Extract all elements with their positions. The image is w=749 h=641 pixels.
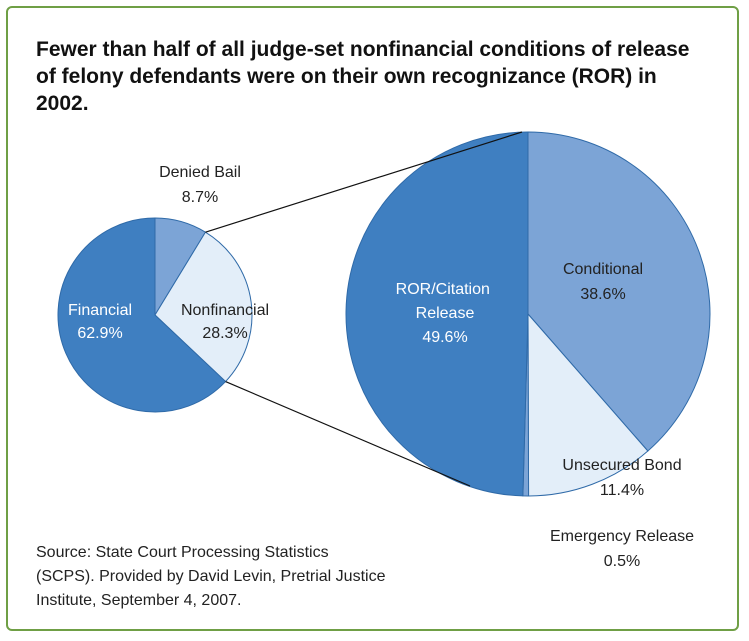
pie-slice	[57, 217, 227, 413]
slice-label: Emergency Release	[550, 528, 694, 545]
slice-label: Denied Bail	[159, 164, 241, 181]
frame	[6, 6, 739, 631]
slice-value-label: 8.7%	[182, 189, 218, 206]
pie-slice	[345, 131, 529, 497]
slice-value-label: 38.6%	[580, 286, 625, 303]
slice-value-label: 0.5%	[604, 553, 640, 570]
pie-slice	[527, 312, 649, 497]
pie-slice	[527, 131, 711, 452]
slice-value-label: 49.6%	[422, 329, 467, 346]
slice-value-label: 62.9%	[77, 325, 122, 342]
connector-line	[225, 381, 471, 487]
slice-label: Nonfinancial	[181, 302, 269, 319]
source-note: Source: State Court Processing Statistic…	[36, 544, 386, 609]
connector-line	[205, 131, 523, 233]
slice-value-label: 28.3%	[202, 325, 247, 342]
slice-value-label: 11.4%	[600, 482, 644, 499]
slice-label: Unsecured Bond	[562, 457, 681, 474]
pie-slice	[154, 231, 253, 383]
slice-label: ROR/Citation Release	[396, 281, 495, 322]
slice-label: Conditional	[563, 261, 643, 278]
chart-title: Fewer than half of all judge-set nonfina…	[36, 38, 690, 115]
slice-label: Financial	[68, 302, 132, 319]
